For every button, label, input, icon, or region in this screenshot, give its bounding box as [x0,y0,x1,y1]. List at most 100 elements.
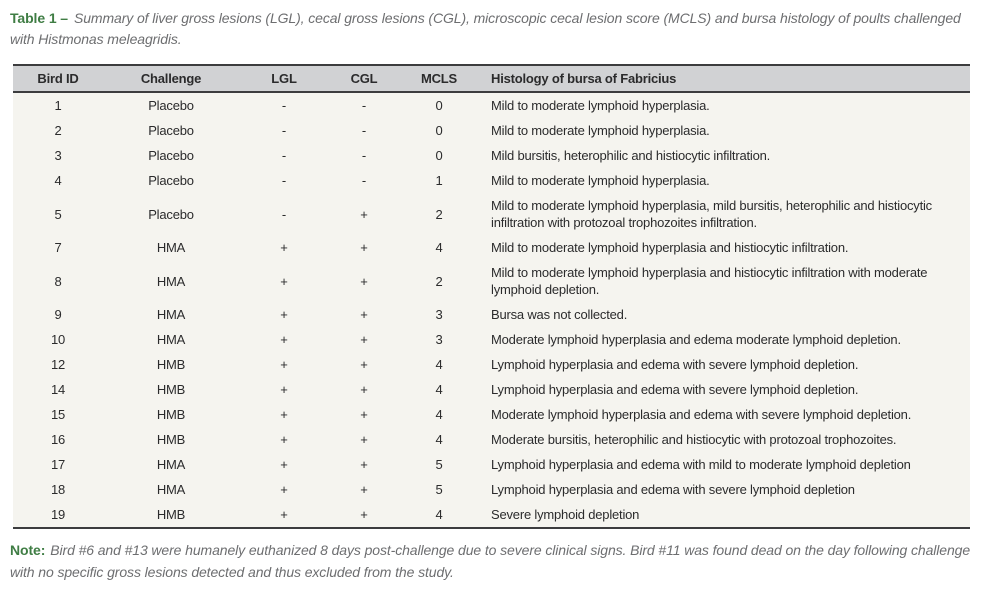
cell-challenge: HMA [156,273,186,289]
cell-challenge: HMA [156,457,186,472]
cell-histology: Lymphoid hyperplasia and edema with seve… [491,357,859,372]
cell-mcls: 4 [435,407,443,422]
table-row: 7 HMA + + 4 Mild to moderate lymphoid hy… [13,235,970,260]
cell-cgl: + [360,273,368,289]
cell-histology: Mild to moderate lymphoid hyperplasia. [491,123,710,138]
table-header: Bird ID Challenge LGL CGL MCLS Histology… [13,65,970,93]
cell-lgl: + [280,482,288,497]
table-row: 14 HMB + + 4 Lymphoid hyperplasia and ed… [13,377,970,402]
cell-challenge: Placebo [148,123,194,138]
cell-mcls: 0 [435,123,443,138]
table-row: 10 HMA + + 3 Moderate lymphoid hyperplas… [13,327,970,352]
table-row: 2 Placebo - - 0 Mild to moderate lymphoi… [13,118,970,143]
paper-page: Table 1 – Summary of liver gross lesions … [0,8,990,591]
cell-bird-id: 9 [54,307,62,322]
cell-mcls: 1 [435,173,443,188]
table-row: 8 HMA + + 2 Mild to moderate lymphoid hy… [13,260,970,302]
cell-lgl: + [280,357,288,372]
cell-cgl: + [360,357,368,372]
col-header-challenge: Challenge [103,65,239,93]
cell-challenge: HMB [156,432,186,447]
cell-cgl: - [361,173,367,188]
cell-challenge: HMB [156,357,186,372]
cell-challenge: Placebo [148,173,194,188]
cell-lgl: + [280,457,288,472]
cell-bird-id: 3 [54,148,62,163]
cell-lgl: - [281,206,287,222]
cell-lgl: - [281,173,287,188]
table-row: 3 Placebo - - 0 Mild bursitis, heterophi… [13,143,970,168]
cell-challenge: Placebo [148,148,194,163]
table-row: 9 HMA + + 3 Bursa was not collected. [13,302,970,327]
cell-mcls: 5 [435,482,443,497]
cell-lgl: + [280,407,288,422]
cell-mcls: 2 [435,273,443,289]
cell-lgl: + [280,273,288,289]
cell-lgl: - [281,98,287,113]
cell-histology: Mild bursitis, heterophilic and histiocy… [491,148,771,163]
lesion-summary-table: Bird ID Challenge LGL CGL MCLS Histology… [13,64,970,529]
cell-mcls: 4 [435,240,443,255]
cell-cgl: + [360,432,368,447]
table-note: Note: Bird #6 and #13 were humanely eutha… [10,539,976,583]
cell-mcls: 4 [435,357,443,372]
cell-bird-id: 7 [54,240,62,255]
cell-histology: Mild to moderate lymphoid hyperplasia an… [491,265,928,297]
cell-histology: Mild to moderate lymphoid hyperplasia an… [491,240,849,255]
table-row: 1 Placebo - - 0 Mild to moderate lymphoi… [13,92,970,118]
cell-lgl: + [280,507,288,522]
cell-cgl: + [360,206,368,222]
cell-lgl: + [280,382,288,397]
cell-cgl: + [360,240,368,255]
cell-mcls: 0 [435,98,443,113]
cell-mcls: 4 [435,382,443,397]
cell-mcls: 3 [435,332,443,347]
table-row: 18 HMA + + 5 Lymphoid hyperplasia and ed… [13,477,970,502]
cell-mcls: 5 [435,457,443,472]
cell-mcls: 0 [435,148,443,163]
cell-lgl: + [280,240,288,255]
cell-bird-id: 12 [50,357,66,372]
cell-lgl: - [281,148,287,163]
table-row: 16 HMB + + 4 Moderate bursitis, heteroph… [13,427,970,452]
cell-bird-id: 8 [54,273,62,289]
table-caption: Table 1 – Summary of liver gross lesions … [10,8,976,50]
cell-bird-id: 19 [50,507,66,522]
cell-mcls: 4 [435,507,443,522]
table-caption-label: Table 1 – [10,10,68,26]
cell-bird-id: 17 [50,457,66,472]
cell-challenge: HMA [156,482,186,497]
col-header-mcls: MCLS [399,65,479,93]
cell-challenge: HMB [156,507,186,522]
cell-bird-id: 10 [50,332,66,347]
table-row: 4 Placebo - - 1 Mild to moderate lymphoi… [13,168,970,193]
cell-histology: Lymphoid hyperplasia and edema with seve… [491,482,855,497]
table-header-row: Bird ID Challenge LGL CGL MCLS Histology… [13,65,970,93]
cell-bird-id: 18 [50,482,66,497]
cell-challenge: HMA [156,307,186,322]
table-body: 1 Placebo - - 0 Mild to moderate lymphoi… [13,92,970,528]
cell-lgl: - [281,123,287,138]
cell-bird-id: 1 [54,98,62,113]
cell-cgl: + [360,482,368,497]
cell-cgl: + [360,457,368,472]
table-row: 19 HMB + + 4 Severe lymphoid depletion [13,502,970,528]
cell-cgl: + [360,507,368,522]
cell-challenge: HMA [156,240,186,255]
cell-challenge: HMB [156,407,186,422]
cell-cgl: - [361,148,367,163]
table-caption-text: Summary of liver gross lesions (LGL), ce… [10,10,961,47]
table-note-label: Note: [10,542,46,558]
cell-bird-id: 14 [50,382,66,397]
table-row: 12 HMB + + 4 Lymphoid hyperplasia and ed… [13,352,970,377]
cell-cgl: + [360,407,368,422]
cell-histology: Moderate bursitis, heterophilic and hist… [491,432,897,447]
cell-histology: Bursa was not collected. [491,307,628,322]
col-header-cgl: CGL [329,65,399,93]
cell-mcls: 2 [435,206,443,222]
cell-mcls: 3 [435,307,443,322]
table-note-text: Bird #6 and #13 were humanely euthanized… [10,542,971,580]
cell-cgl: - [361,123,367,138]
cell-bird-id: 2 [54,123,62,138]
cell-mcls: 4 [435,432,443,447]
